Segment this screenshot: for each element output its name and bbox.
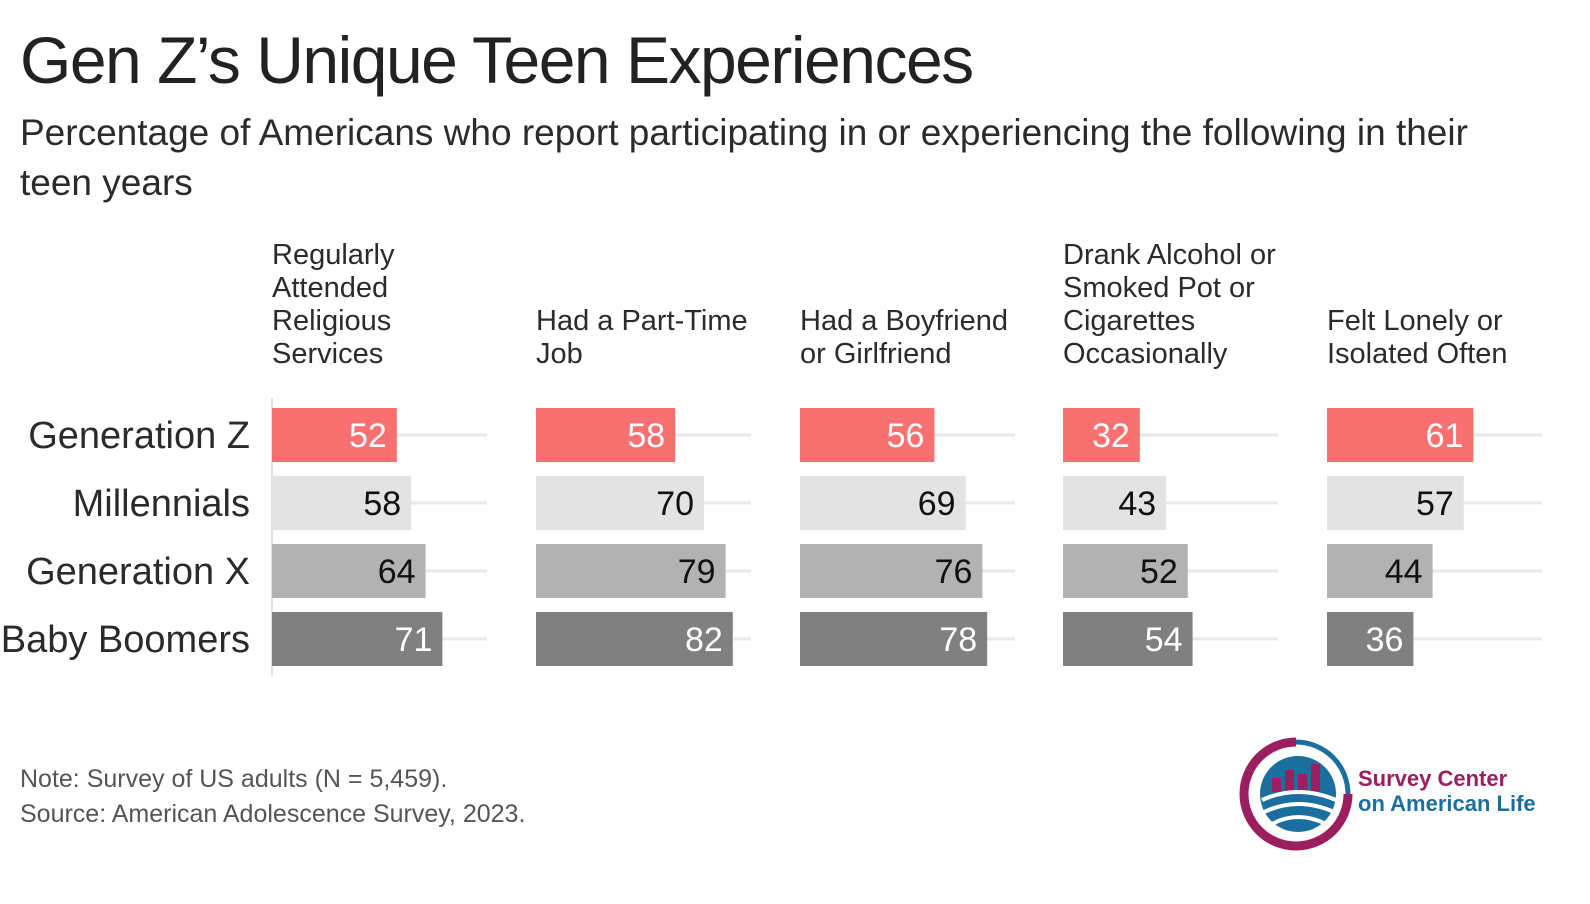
data-label: 58 <box>627 417 665 455</box>
bar <box>272 408 397 462</box>
bar <box>1063 476 1167 530</box>
panel-title-line: Had a Boyfriend <box>800 305 1008 337</box>
bar <box>800 544 983 598</box>
data-label: 54 <box>1145 621 1183 659</box>
panel-title-line: Services <box>272 338 383 370</box>
data-label: 58 <box>363 485 401 523</box>
data-label: 76 <box>935 553 973 591</box>
bar <box>800 476 966 530</box>
data-label: 44 <box>1385 553 1423 591</box>
data-label: 61 <box>1426 417 1464 455</box>
faceted-bar-chart: Generation Z Millennials Generation X Baby … <box>1 239 1542 676</box>
panel-title-line: Isolated Often <box>1327 338 1508 370</box>
bar <box>1063 612 1193 666</box>
panel-title-line: or Girlfriend <box>800 338 952 370</box>
panel-title-line: Had a Part-Time <box>536 305 748 337</box>
logo-line-1: Survey Center <box>1358 766 1508 791</box>
data-label: 56 <box>887 417 925 455</box>
bar <box>272 476 412 530</box>
bar <box>272 544 426 598</box>
row-label: Generation X <box>26 551 250 593</box>
panel-title-line: Drank Alcohol or <box>1063 239 1276 271</box>
data-label: 78 <box>939 621 977 659</box>
bar <box>1327 476 1464 530</box>
bar <box>1327 544 1433 598</box>
data-label: 36 <box>1366 621 1404 659</box>
data-label: 43 <box>1118 485 1156 523</box>
bar <box>272 612 443 666</box>
bar <box>1327 408 1474 462</box>
panel-title-line: Job <box>536 338 583 370</box>
chart-subtitle: Percentage of Americans who report parti… <box>20 112 1468 203</box>
panel-title-line: Regularly <box>272 239 395 271</box>
data-label: 71 <box>395 621 433 659</box>
data-label: 70 <box>656 485 694 523</box>
panel-title-line: Occasionally <box>1063 338 1228 370</box>
note-text: Note: Survey of US adults (N = 5,459). <box>20 765 448 793</box>
row-label: Millennials <box>73 483 250 525</box>
bar <box>800 408 935 462</box>
panel-title-line: Felt Lonely or <box>1327 305 1503 337</box>
data-label: 69 <box>918 485 956 523</box>
panel-title-line: Religious <box>272 305 391 337</box>
row-label: Baby Boomers <box>1 619 250 661</box>
page-title: Gen Z’s Unique Teen Experiences <box>20 23 974 97</box>
bar <box>536 544 726 598</box>
logo-line-2: on American Life <box>1358 791 1536 816</box>
data-label: 52 <box>349 417 387 455</box>
footnote: Note: Survey of US adults (N = 5,459). S… <box>20 762 525 832</box>
bar <box>1327 612 1414 666</box>
logo-wordmark: Survey Center on American Life <box>1358 766 1536 816</box>
row-label: Generation Z <box>28 415 250 457</box>
data-label: 57 <box>1416 485 1454 523</box>
data-label: 82 <box>685 621 723 659</box>
bar <box>1063 544 1188 598</box>
source-text: Source: American Adolescence Survey, 202… <box>20 800 526 828</box>
bar <box>536 476 704 530</box>
panel-title-line: Smoked Pot or <box>1063 272 1255 304</box>
panel-title-line: Cigarettes <box>1063 305 1195 337</box>
panel-title-line: Attended <box>272 272 388 304</box>
data-label: 64 <box>378 553 416 591</box>
data-label: 32 <box>1092 417 1130 455</box>
bar <box>536 612 733 666</box>
bar <box>800 612 988 666</box>
data-label: 79 <box>678 553 716 591</box>
logo-icon <box>1239 737 1353 851</box>
bar <box>536 408 676 462</box>
survey-center-logo: Survey Center on American Life <box>1236 734 1556 854</box>
data-label: 52 <box>1140 553 1178 591</box>
bar <box>1063 408 1140 462</box>
